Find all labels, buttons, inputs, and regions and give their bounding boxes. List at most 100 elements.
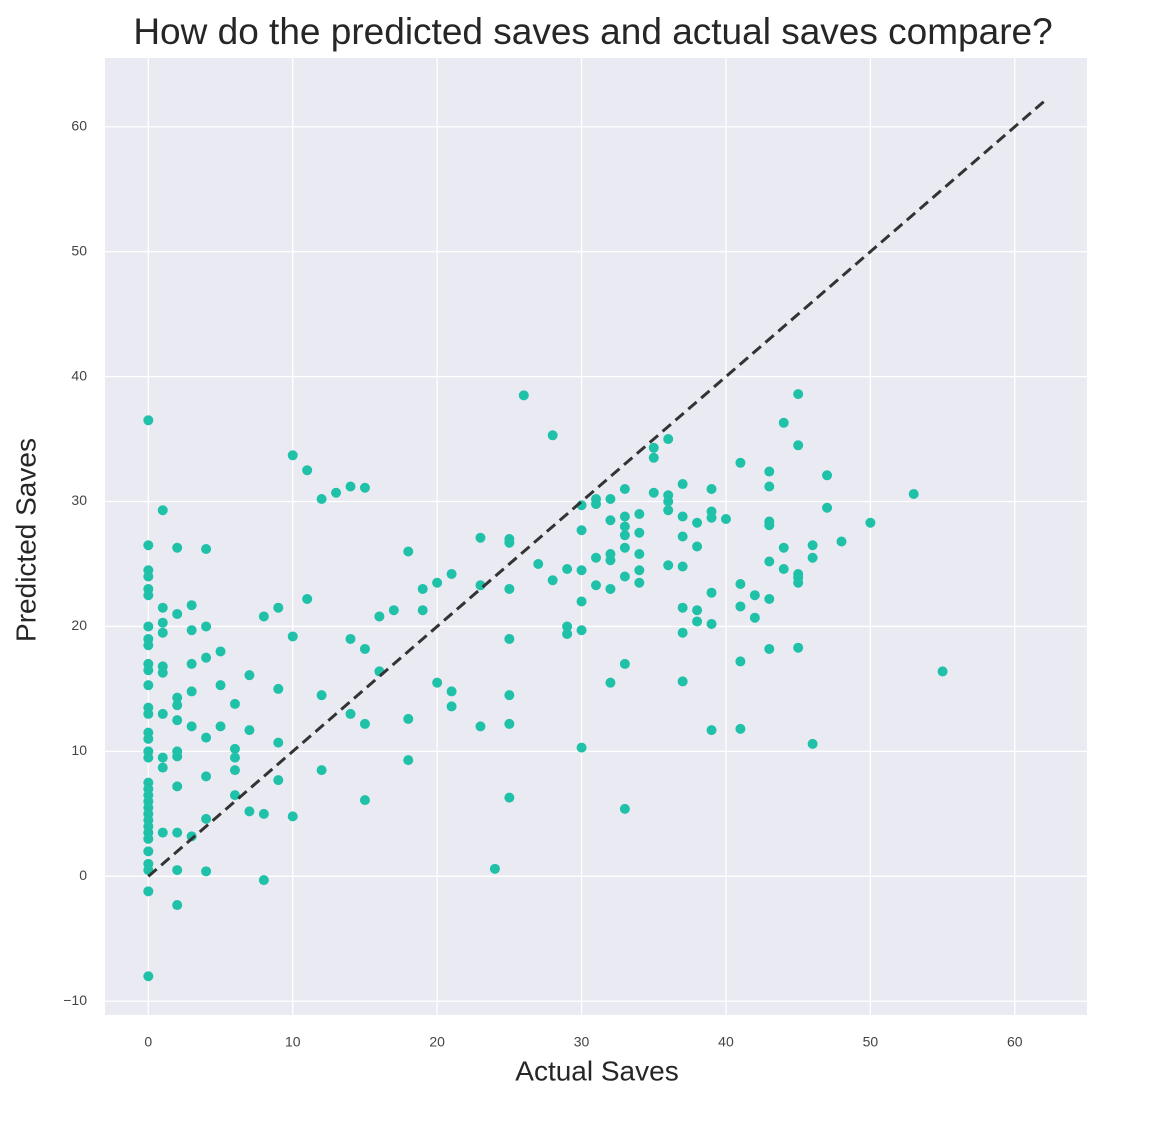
point bbox=[201, 771, 212, 782]
point bbox=[186, 721, 197, 732]
point bbox=[201, 543, 212, 554]
point bbox=[374, 611, 385, 622]
point bbox=[648, 452, 659, 463]
point bbox=[172, 900, 183, 911]
x-tick-label: 40 bbox=[718, 1034, 734, 1050]
point bbox=[619, 484, 630, 495]
point bbox=[273, 737, 284, 748]
point bbox=[533, 558, 544, 569]
point bbox=[143, 833, 154, 844]
plot-area bbox=[105, 58, 1087, 1015]
point bbox=[908, 489, 919, 500]
point bbox=[605, 677, 616, 688]
point bbox=[143, 621, 154, 632]
point bbox=[172, 700, 183, 711]
point bbox=[143, 846, 154, 857]
point bbox=[591, 499, 601, 510]
point bbox=[331, 487, 342, 498]
point bbox=[258, 808, 269, 819]
point bbox=[562, 563, 573, 574]
point bbox=[273, 775, 284, 786]
point bbox=[692, 616, 703, 627]
point bbox=[143, 886, 154, 897]
point bbox=[648, 487, 659, 498]
point bbox=[749, 612, 760, 623]
point bbox=[201, 621, 212, 632]
point bbox=[446, 568, 457, 579]
point bbox=[215, 646, 226, 657]
y-tick-label: 50 bbox=[71, 242, 87, 258]
y-tick-label: 60 bbox=[71, 117, 87, 133]
point bbox=[388, 605, 399, 616]
point bbox=[403, 546, 414, 557]
point bbox=[677, 511, 688, 522]
point bbox=[619, 658, 630, 669]
point bbox=[937, 666, 948, 677]
point bbox=[345, 708, 356, 719]
chart-title: How do the predicted saves and actual sa… bbox=[133, 11, 1052, 52]
point bbox=[186, 686, 197, 697]
point bbox=[692, 541, 703, 552]
point bbox=[562, 621, 573, 632]
point bbox=[706, 618, 717, 629]
point bbox=[836, 536, 847, 547]
point bbox=[475, 580, 486, 591]
point bbox=[865, 517, 876, 528]
point bbox=[591, 580, 601, 591]
point bbox=[316, 494, 327, 505]
point bbox=[229, 765, 240, 776]
point bbox=[706, 725, 717, 736]
point bbox=[518, 390, 529, 401]
point bbox=[186, 625, 197, 636]
point bbox=[403, 713, 414, 724]
point bbox=[316, 690, 327, 701]
point bbox=[605, 583, 616, 594]
point bbox=[778, 563, 789, 574]
point bbox=[504, 718, 515, 729]
point bbox=[504, 792, 515, 803]
y-tick-label: −10 bbox=[63, 992, 87, 1008]
point bbox=[157, 602, 168, 613]
point bbox=[302, 593, 313, 604]
point bbox=[619, 571, 630, 582]
point bbox=[201, 813, 212, 824]
point bbox=[677, 479, 688, 490]
point bbox=[692, 517, 703, 528]
point bbox=[576, 525, 587, 536]
point bbox=[793, 642, 804, 653]
point bbox=[229, 752, 240, 763]
point bbox=[764, 520, 775, 531]
point bbox=[735, 601, 746, 612]
point bbox=[359, 643, 370, 654]
point bbox=[576, 625, 587, 636]
point bbox=[807, 540, 818, 551]
point bbox=[764, 556, 775, 567]
point bbox=[172, 542, 183, 553]
point bbox=[735, 457, 746, 468]
point bbox=[157, 667, 168, 678]
point bbox=[735, 578, 746, 589]
point bbox=[749, 590, 760, 601]
point bbox=[446, 686, 457, 697]
point bbox=[172, 715, 183, 726]
point bbox=[273, 683, 284, 694]
point bbox=[157, 762, 168, 773]
x-tick-label: 20 bbox=[429, 1034, 445, 1050]
point bbox=[576, 596, 587, 607]
y-tick-label: 0 bbox=[79, 867, 87, 883]
point bbox=[735, 656, 746, 667]
point bbox=[403, 755, 414, 766]
point bbox=[634, 548, 645, 559]
point bbox=[345, 633, 356, 644]
point bbox=[692, 605, 703, 616]
point bbox=[720, 514, 731, 525]
point bbox=[143, 640, 154, 651]
point bbox=[663, 434, 674, 445]
point bbox=[143, 733, 154, 744]
point bbox=[807, 552, 818, 563]
point bbox=[157, 827, 168, 838]
point bbox=[143, 415, 154, 426]
point bbox=[677, 602, 688, 613]
point bbox=[778, 417, 789, 428]
